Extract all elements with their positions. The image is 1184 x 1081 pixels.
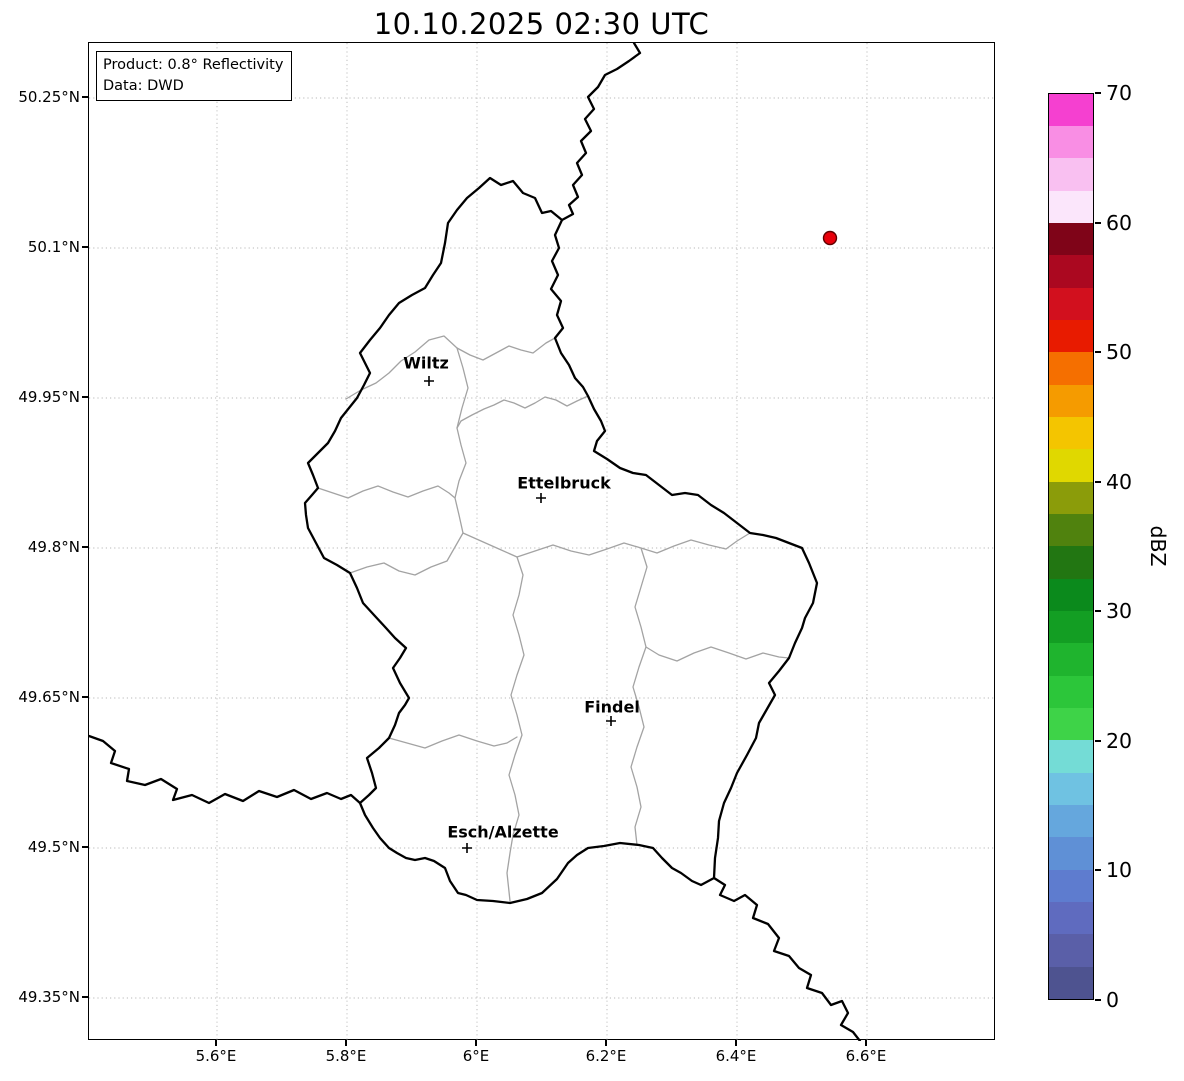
city-label-ettelbruck: Ettelbruck <box>517 473 611 493</box>
colorbar-segment <box>1049 93 1093 127</box>
colorbar-segment <box>1049 255 1093 288</box>
x-tick-label: 6.2°E <box>585 1047 627 1065</box>
colorbar-segment <box>1049 223 1093 256</box>
x-tick-label: 5.6°E <box>195 1047 237 1065</box>
colorbar-segment <box>1049 449 1093 482</box>
y-tick-label: 49.8°N <box>27 538 80 556</box>
city-marker-findel <box>606 716 616 726</box>
y-tick-mark <box>82 546 88 548</box>
colorbar-segment <box>1049 158 1093 191</box>
colorbar-segment <box>1049 708 1093 741</box>
colorbar-segment <box>1049 384 1093 418</box>
colorbar-tick-mark <box>1095 740 1101 742</box>
y-tick-label: 50.25°N <box>18 88 80 106</box>
colorbar-segment <box>1049 902 1093 935</box>
colorbar-segment <box>1049 740 1093 773</box>
country-borders <box>89 43 862 1041</box>
data-source-line: Data: DWD <box>103 77 184 94</box>
map-canvas <box>89 43 996 1041</box>
x-tick-mark <box>345 1040 347 1046</box>
luxembourg-border <box>303 176 819 905</box>
city-label-wiltz: Wiltz <box>403 353 449 373</box>
colorbar-segment <box>1049 675 1093 709</box>
y-tick-label: 49.65°N <box>18 688 80 706</box>
colorbar-segment <box>1049 643 1093 676</box>
y-tick-mark <box>82 396 88 398</box>
y-tick-mark <box>82 996 88 998</box>
colorbar-segment <box>1049 805 1093 838</box>
colorbar-segment <box>1049 352 1093 385</box>
colorbar-segment <box>1049 320 1093 353</box>
x-tick-label: 6.6°E <box>845 1047 887 1065</box>
x-tick-mark <box>865 1040 867 1046</box>
y-tick-mark <box>82 846 88 848</box>
city-label-findel: Findel <box>584 697 640 717</box>
city-marker-ettelbruck <box>536 493 546 503</box>
colorbar-tick-label: 60 <box>1106 211 1133 235</box>
germany-france-border <box>712 876 862 1041</box>
colorbar-segment <box>1049 869 1093 903</box>
colorbar-gradient <box>1048 93 1094 1000</box>
colorbar-unit-label: dBZ <box>1146 525 1170 567</box>
colorbar-tick-mark <box>1095 481 1101 483</box>
belgium-germany-border <box>560 43 642 222</box>
colorbar-tick-label: 70 <box>1106 81 1133 105</box>
colorbar-segment <box>1049 611 1093 644</box>
product-info-box: Product: 0.8° Reflectivity Data: DWD <box>96 51 293 102</box>
colorbar-segment <box>1049 578 1093 612</box>
city-marker-wiltz <box>424 376 434 386</box>
colorbar-segment <box>1049 546 1093 579</box>
x-tick-label: 6°E <box>462 1047 490 1065</box>
page-title: 10.10.2025 02:30 UTC <box>373 7 710 41</box>
y-tick-label: 49.95°N <box>18 388 80 406</box>
france-belgium-border <box>89 734 362 805</box>
colorbar-segment <box>1049 287 1093 321</box>
colorbar-tick-mark <box>1095 92 1101 94</box>
x-tick-label: 6.4°E <box>715 1047 757 1065</box>
colorbar-segment <box>1049 934 1093 967</box>
colorbar-segment <box>1049 190 1093 224</box>
colorbar-tick-label: 50 <box>1106 340 1133 364</box>
colorbar-tick-mark <box>1095 610 1101 612</box>
colorbar-segment <box>1049 966 1093 999</box>
y-tick-label: 49.5°N <box>27 838 80 856</box>
y-tick-label: 49.35°N <box>18 988 80 1006</box>
radar-location-dot <box>822 230 838 246</box>
colorbar-tick-mark <box>1095 869 1101 871</box>
district-borders <box>317 335 790 902</box>
city-label-esch-alzette: Esch/Alzette <box>447 822 559 842</box>
colorbar-tick-mark <box>1095 351 1101 353</box>
map-plot-area: Product: 0.8° Reflectivity Data: DWD Wil… <box>88 42 996 1041</box>
y-tick-mark <box>82 96 88 98</box>
colorbar-tick-mark <box>1095 999 1101 1001</box>
y-tick-mark <box>82 696 88 698</box>
colorbar-segment <box>1049 417 1093 450</box>
colorbar-tick-label: 20 <box>1106 729 1133 753</box>
colorbar-segment <box>1049 772 1093 806</box>
y-tick-label: 50.1°N <box>27 238 80 256</box>
colorbar-tick-label: 10 <box>1106 858 1133 882</box>
colorbar-tick-label: 40 <box>1106 470 1133 494</box>
colorbar-segment <box>1049 481 1093 515</box>
colorbar-segment <box>1049 514 1093 547</box>
colorbar-segment <box>1049 837 1093 870</box>
colorbar-segment <box>1049 126 1093 159</box>
city-markers <box>424 376 616 853</box>
product-info-line: Product: 0.8° Reflectivity <box>103 57 284 73</box>
x-tick-mark <box>215 1040 217 1046</box>
colorbar-tick-label: 0 <box>1106 988 1120 1012</box>
x-tick-mark <box>475 1040 477 1046</box>
x-tick-mark <box>735 1040 737 1046</box>
colorbar-tick-mark <box>1095 222 1101 224</box>
y-tick-mark <box>82 246 88 248</box>
city-marker-esch-alzette <box>462 843 472 853</box>
colorbar-tick-label: 30 <box>1106 599 1133 623</box>
x-tick-mark <box>605 1040 607 1046</box>
x-tick-label: 5.8°E <box>325 1047 367 1065</box>
